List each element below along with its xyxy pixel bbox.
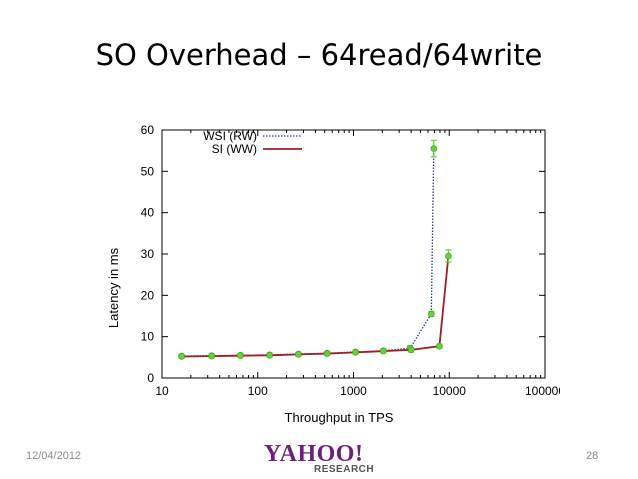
y-tick-label: 30 bbox=[141, 247, 155, 261]
y-tick-label: 10 bbox=[141, 330, 155, 344]
data-point bbox=[428, 310, 435, 318]
y-tick-label: 20 bbox=[141, 288, 155, 302]
data-point bbox=[295, 351, 302, 358]
y-tick-label: 40 bbox=[141, 206, 155, 220]
data-point bbox=[436, 342, 443, 350]
series-line-wsi bbox=[181, 148, 435, 357]
y-axis-title: Latency in ms bbox=[106, 247, 121, 328]
slide-title: SO Overhead – 64read/64write bbox=[95, 38, 543, 72]
data-point bbox=[237, 352, 244, 359]
plot-frame bbox=[161, 129, 546, 379]
y-tick-label: 0 bbox=[147, 371, 154, 385]
y-tick-label: 50 bbox=[141, 164, 155, 178]
logo-subtitle: RESEARCH bbox=[314, 464, 375, 475]
data-point bbox=[407, 346, 415, 354]
data-point bbox=[352, 349, 359, 356]
x-tick-label: 10000 bbox=[433, 384, 467, 398]
legend-label-si: SI (WW) bbox=[212, 142, 257, 156]
series-line-si bbox=[181, 256, 450, 358]
data-point bbox=[266, 351, 273, 359]
logo-wordmark: YAHOO! bbox=[264, 441, 364, 467]
x-axis-title: Throughput in TPS bbox=[285, 410, 394, 425]
yahoo-research-logo: YAHOO! RESEARCH bbox=[264, 442, 380, 476]
data-point bbox=[178, 353, 185, 360]
x-tick-label: 1000 bbox=[340, 384, 367, 398]
x-tick-label: 10 bbox=[155, 384, 169, 398]
data-point bbox=[430, 145, 438, 152]
legend-label-wsi: WSI (RW) bbox=[203, 129, 257, 143]
data-point bbox=[445, 252, 452, 260]
latency-chart: Latency in ms Throughput in TPS 01020304… bbox=[106, 123, 560, 425]
data-point bbox=[208, 352, 215, 360]
data-point bbox=[323, 350, 331, 357]
y-tick-label: 60 bbox=[141, 123, 155, 137]
page-number: 28 bbox=[586, 450, 599, 462]
x-tick-label: 100 bbox=[248, 384, 268, 398]
data-point bbox=[380, 347, 387, 355]
footer-date: 12/04/2012 bbox=[26, 450, 82, 462]
x-tick-label: 100000 bbox=[525, 384, 560, 398]
